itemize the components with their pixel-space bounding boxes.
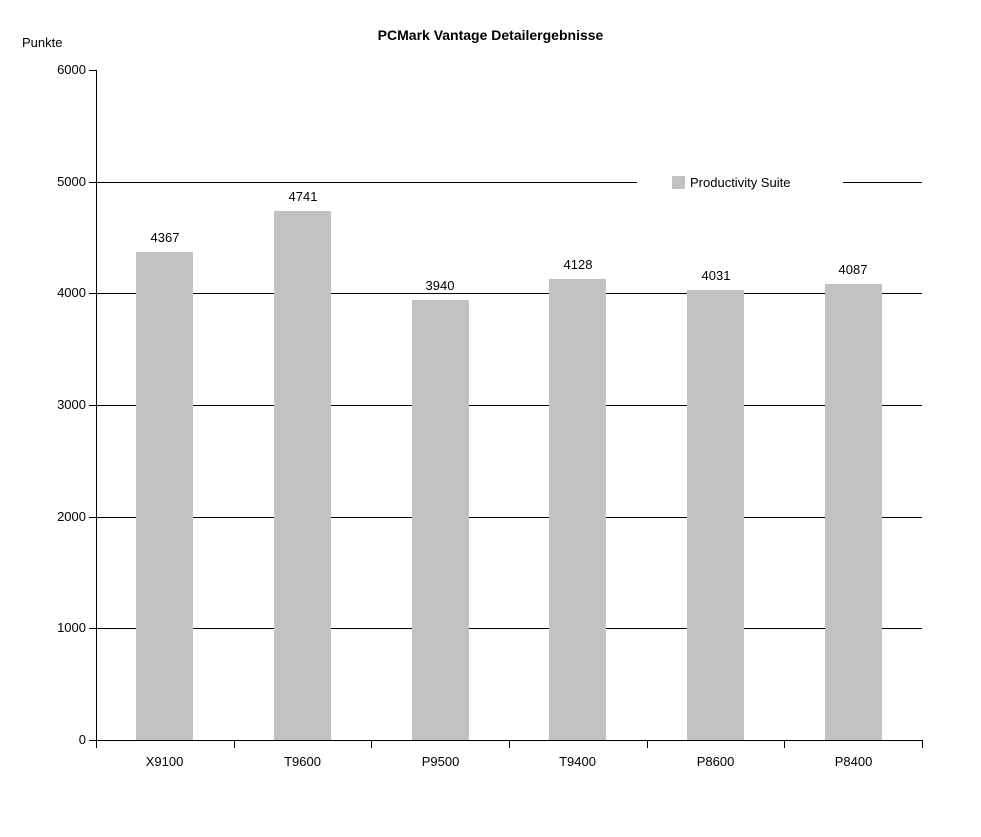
gridline xyxy=(97,628,922,629)
y-tick xyxy=(89,517,96,518)
bar-value-label: 4741 xyxy=(288,189,318,204)
x-tick xyxy=(647,740,648,748)
category-label: T9400 xyxy=(559,754,596,769)
y-tick xyxy=(89,70,96,71)
gridline xyxy=(97,405,922,406)
y-tick-label: 6000 xyxy=(57,62,86,77)
y-tick xyxy=(89,182,96,183)
y-tick xyxy=(89,740,96,741)
y-tick xyxy=(89,628,96,629)
bar-value-label: 4031 xyxy=(701,268,731,283)
category-label: P9500 xyxy=(421,754,460,769)
bar xyxy=(136,252,193,740)
category-label: P8600 xyxy=(696,754,735,769)
y-tick xyxy=(89,293,96,294)
x-tick xyxy=(96,740,97,748)
gridline xyxy=(97,517,922,518)
y-tick-label: 3000 xyxy=(57,397,86,412)
bar xyxy=(274,211,331,740)
legend-swatch-icon xyxy=(672,176,685,189)
x-tick xyxy=(784,740,785,748)
bar-value-label: 3940 xyxy=(425,278,455,293)
bar xyxy=(549,279,606,740)
bar-value-label: 4367 xyxy=(150,230,180,245)
y-tick xyxy=(89,405,96,406)
y-tick-label: 1000 xyxy=(57,620,86,635)
bar xyxy=(687,290,744,740)
chart-title: PCMark Vantage Detailergebnisse xyxy=(377,27,604,43)
x-tick xyxy=(371,740,372,748)
legend: Productivity Suite xyxy=(637,170,843,195)
y-axis-title: Punkte xyxy=(22,35,63,50)
bar xyxy=(412,300,469,740)
y-tick-label: 5000 xyxy=(57,174,86,189)
legend-label: Productivity Suite xyxy=(690,175,791,190)
category-label: X9100 xyxy=(145,754,184,769)
bar xyxy=(825,284,882,740)
gridline xyxy=(97,293,922,294)
y-tick-label: 2000 xyxy=(57,509,86,524)
bar-value-label: 4087 xyxy=(838,262,868,277)
y-axis-line xyxy=(96,70,97,741)
x-tick xyxy=(234,740,235,748)
category-label: P8400 xyxy=(834,754,873,769)
y-tick-label: 4000 xyxy=(57,285,86,300)
gridline xyxy=(97,182,922,183)
bar-value-label: 4128 xyxy=(563,257,593,272)
x-tick xyxy=(922,740,923,748)
y-tick-label: 0 xyxy=(78,732,86,747)
plot-area: 0 1000 2000 3000 4000 5000 6000 4367 X9100 4741 T9… xyxy=(57,62,923,769)
x-tick xyxy=(509,740,510,748)
category-label: T9600 xyxy=(284,754,321,769)
